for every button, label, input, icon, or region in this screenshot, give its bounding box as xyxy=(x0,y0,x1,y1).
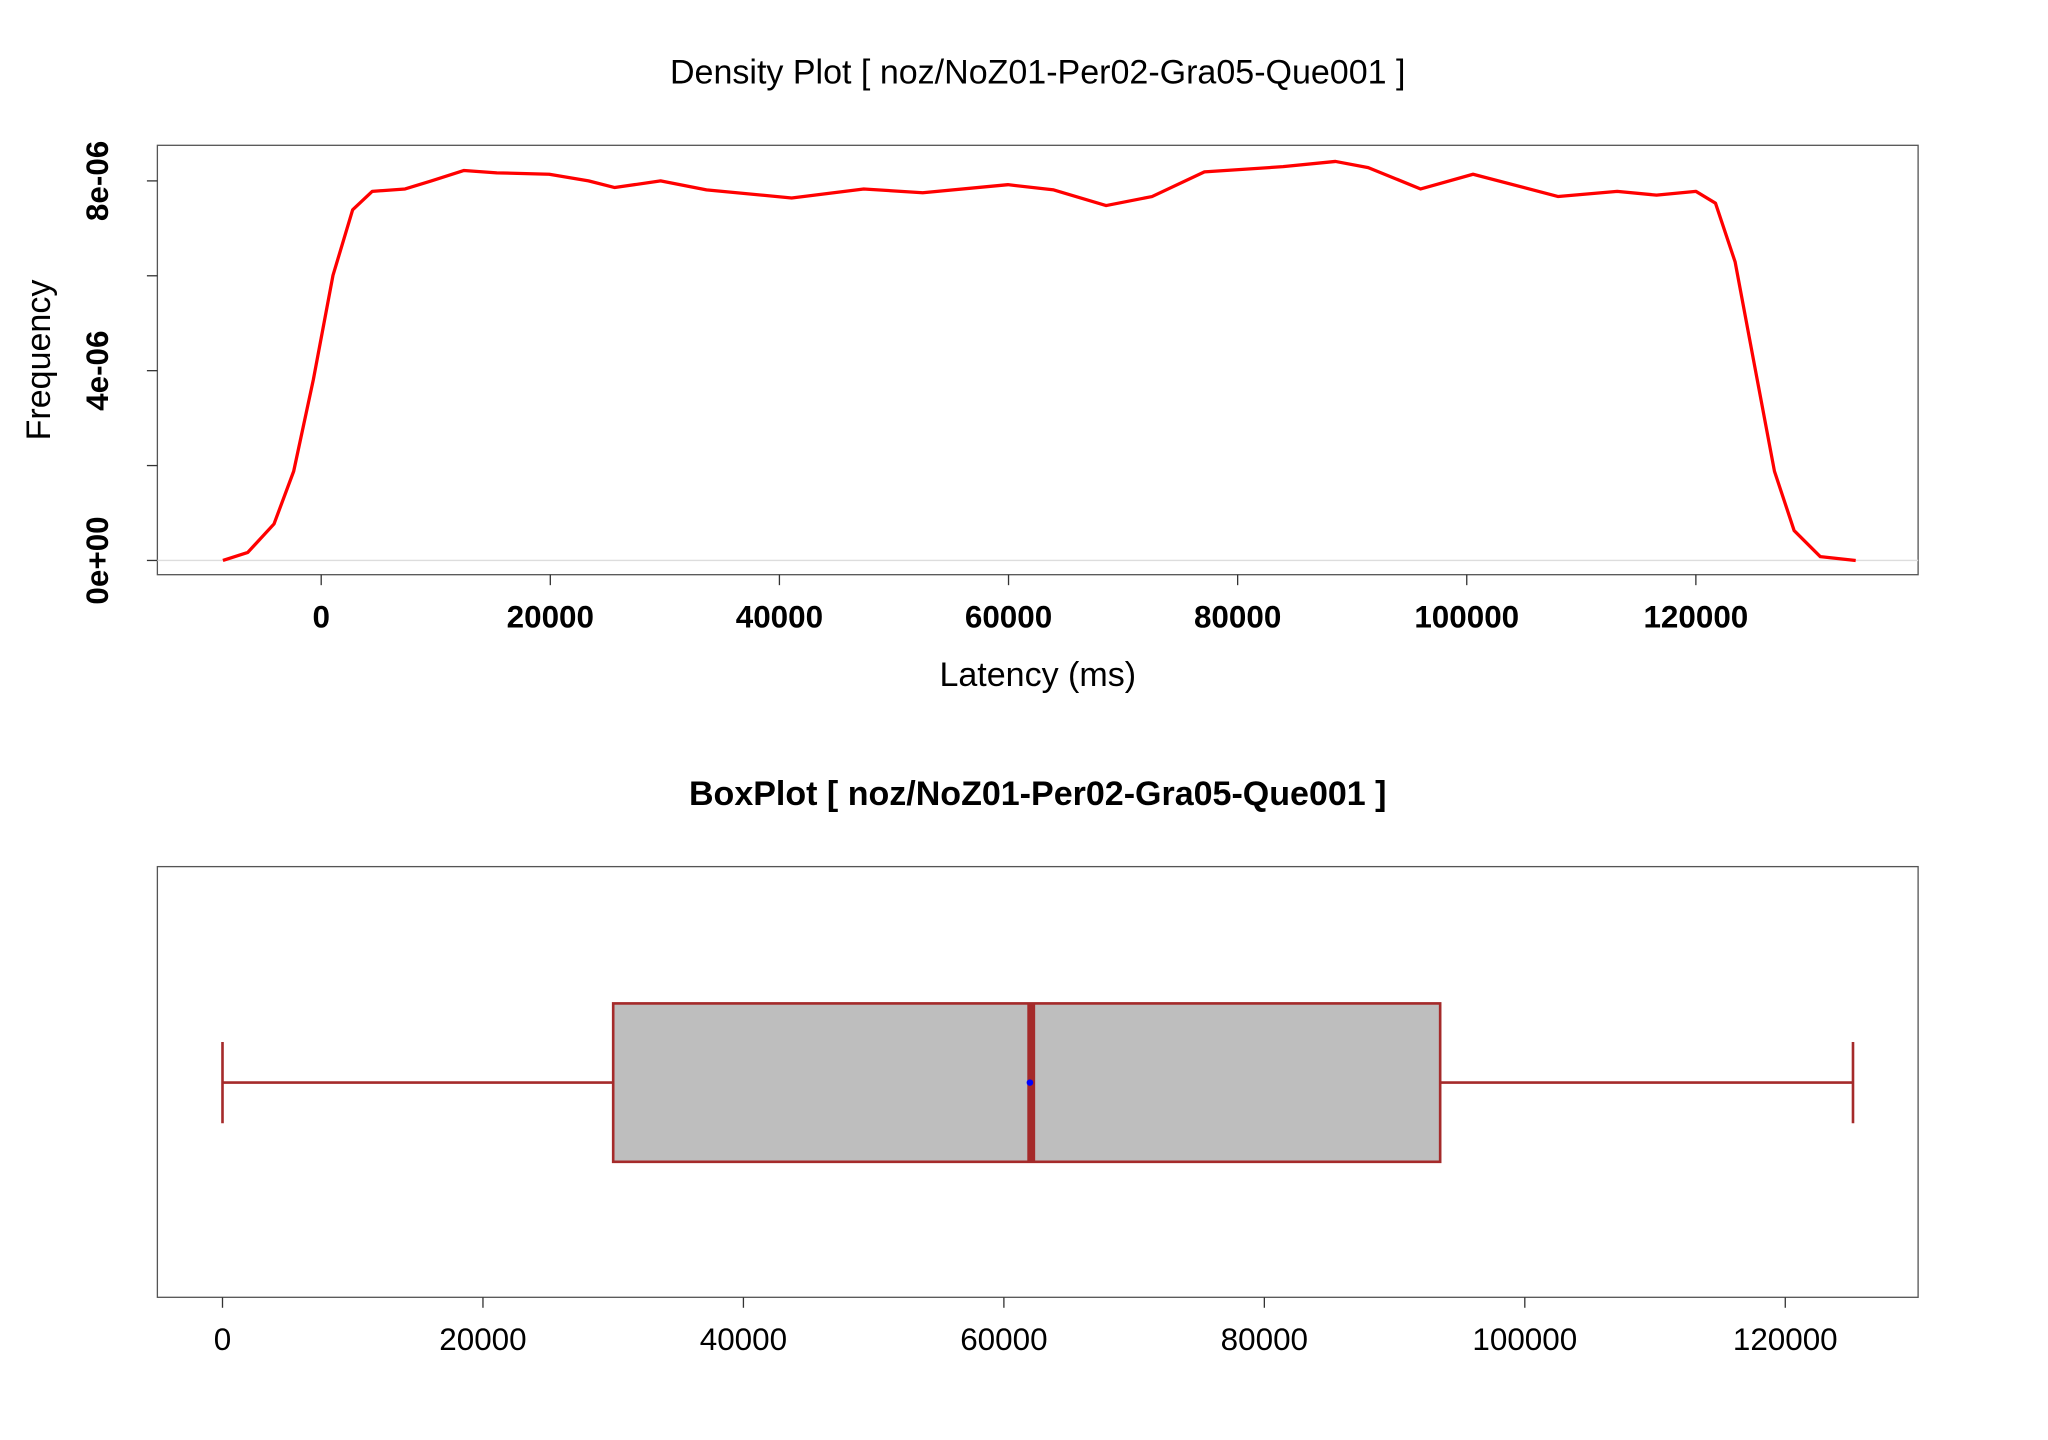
x-tick-label: 20000 xyxy=(507,599,594,634)
x-tick-label: 40000 xyxy=(736,599,823,634)
x-tick-label: 40000 xyxy=(700,1322,787,1357)
x-tick-label: 80000 xyxy=(1221,1322,1308,1357)
x-tick-label: 100000 xyxy=(1414,599,1519,634)
x-tick-label: 80000 xyxy=(1194,599,1281,634)
x-tick-label: 0 xyxy=(312,599,329,634)
chart-title: BoxPlot [ noz/NoZ01-Per02-Gra05-Que001 ] xyxy=(689,775,1387,813)
background xyxy=(12,0,2036,1440)
x-tick-label: 60000 xyxy=(965,599,1052,634)
y-axis-label: Frequency xyxy=(20,280,58,441)
x-tick-label: 100000 xyxy=(1472,1322,1577,1357)
x-tick-label: 60000 xyxy=(960,1322,1047,1357)
x-tick-label: 20000 xyxy=(439,1322,526,1357)
density-line xyxy=(222,159,1856,563)
plot-frame xyxy=(156,144,1919,576)
plot-frame xyxy=(156,865,1919,1298)
chart-title: Density Plot [ noz/NoZ01-Per02-Gra05-Que… xyxy=(670,54,1405,92)
y-tick-label: 8e-06 xyxy=(80,141,115,221)
y-tick-label: 4e-06 xyxy=(80,331,115,411)
x-axis-label: Latency (ms) xyxy=(939,656,1136,694)
x-tick-label: 120000 xyxy=(1733,1322,1838,1357)
x-tick-label: 0 xyxy=(214,1322,231,1357)
mean xyxy=(1026,1079,1034,1086)
x-tick-label: 120000 xyxy=(1643,599,1748,634)
y-tick-label: 0e+00 xyxy=(80,516,115,604)
